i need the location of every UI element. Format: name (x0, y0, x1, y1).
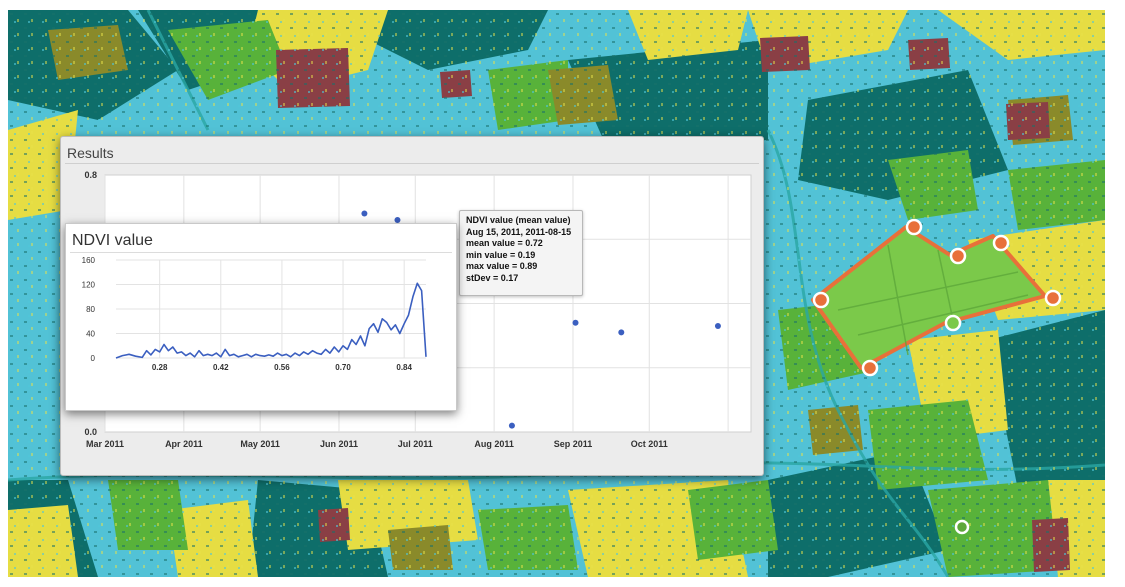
results-x-tick-label: Apr 2011 (165, 439, 203, 449)
ndvi-y-tick-label: 160 (82, 256, 96, 265)
ndvi-x-tick-label: 0.42 (213, 363, 229, 372)
results-data-point[interactable] (361, 210, 368, 217)
results-y-tick-label: 0.8 (84, 170, 97, 180)
vertex-marker[interactable] (992, 234, 1010, 252)
results-data-point[interactable] (618, 329, 625, 336)
tooltip-line: stDev = 0.17 (466, 272, 519, 283)
ndvi-title: NDVI value (72, 232, 153, 249)
polygon-vertices (812, 218, 1062, 535)
vertex-marker[interactable] (905, 218, 923, 236)
vertex-marker[interactable] (1044, 289, 1062, 307)
results-title: Results (67, 145, 114, 161)
results-y-tick-label: 0.0 (84, 427, 97, 437)
ndvi-y-tick-label: 40 (86, 330, 95, 339)
ndvi-y-tick-label: 80 (86, 305, 95, 314)
ndvi-x-tick-label: 0.28 (152, 363, 168, 372)
results-x-tick-label: Oct 2011 (631, 439, 668, 449)
vertex-marker[interactable] (861, 359, 879, 377)
tooltip-line: NDVI value (mean value) (466, 215, 571, 225)
tooltip-line: mean value = 0.72 (466, 238, 543, 249)
results-data-point[interactable] (508, 422, 515, 429)
results-title-divider (65, 163, 759, 164)
results-x-tick-label: Jun 2011 (320, 439, 358, 449)
ndvi-x-tick-label: 0.70 (335, 363, 351, 372)
tooltip-line: min value = 0.19 (466, 249, 536, 260)
vertex-marker[interactable] (812, 291, 830, 309)
ndvi-y-tick-label: 120 (82, 281, 96, 290)
results-data-point[interactable] (572, 319, 579, 326)
ndvi-x-tick-label: 0.56 (274, 363, 290, 372)
polygon-interior-lines (837, 244, 1029, 356)
results-data-point[interactable] (394, 216, 401, 223)
tooltip-line: Aug 15, 2011, 2011-08-15 (466, 226, 572, 237)
results-x-tick-label: Jul 2011 (398, 439, 433, 449)
vertex-marker[interactable] (944, 314, 962, 332)
location-marker[interactable] (954, 519, 970, 535)
results-x-tick-label: May 2011 (240, 439, 280, 449)
ndvi-title-divider (70, 252, 452, 253)
ndvi-chart: 0 40 80 120 160 0.28 0.42 0.56 0.70 0.84 (82, 256, 427, 372)
chart-tooltip: NDVI value (mean value) Aug 15, 2011, 20… (459, 210, 583, 296)
results-data-point[interactable] (714, 322, 721, 329)
results-x-tick-label: Aug 2011 (474, 439, 514, 449)
results-x-tick-label: Sep 2011 (554, 439, 593, 449)
ndvi-y-tick-label: 0 (91, 354, 96, 363)
ndvi-series-line (115, 282, 427, 359)
tooltip-line: max value = 0.89 (466, 261, 538, 272)
ndvi-panel: NDVI value 0 40 80 120 160 0.28 0.42 0.56 0.70 0.… (65, 223, 457, 411)
results-x-tick-label: Mar 2011 (86, 439, 124, 449)
vertex-marker[interactable] (949, 247, 967, 265)
ndvi-x-tick-label: 0.84 (396, 363, 412, 372)
